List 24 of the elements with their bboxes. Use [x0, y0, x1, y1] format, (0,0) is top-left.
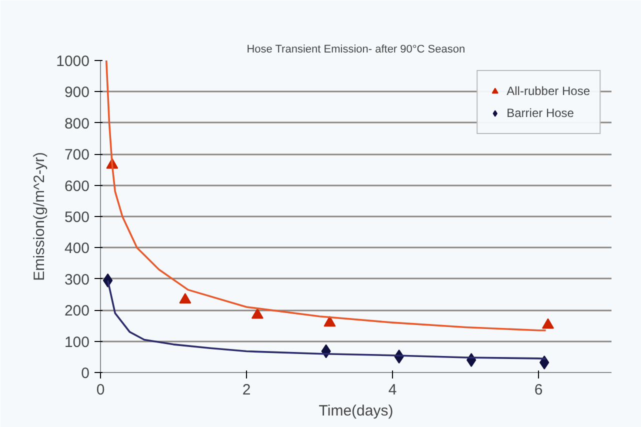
chart-title: Hose Transient Emission- after 90°C Season — [246, 44, 466, 56]
y-tick-label: 200 — [64, 302, 90, 320]
y-tick-label: 1000 — [56, 53, 90, 70]
y-tick-label: 300 — [64, 271, 90, 288]
point — [324, 316, 336, 327]
x-tick-label: 6 — [534, 382, 543, 398]
legend-label: All-rubber Hose — [506, 84, 590, 98]
y-axis-title: Emission(g/m^2-yr) — [31, 152, 48, 281]
y-tick-label: 800 — [64, 115, 90, 132]
y-tick-label: 0 — [81, 365, 90, 382]
y-tick-label: 100 — [64, 334, 90, 351]
point — [179, 292, 192, 304]
legend-label: Barrier Hose — [506, 106, 574, 120]
x-tick-label: 4 — [388, 382, 397, 398]
y-tick-label: 900 — [64, 84, 90, 102]
y-tick-label: 700 — [64, 146, 90, 164]
point — [251, 308, 264, 319]
x-tick-label: 2 — [242, 382, 251, 398]
y-tick-label: 500 — [64, 209, 90, 226]
x-tick-label: 0 — [96, 382, 105, 398]
y-tick-label: 600 — [64, 178, 90, 195]
point — [542, 318, 554, 329]
y-tick-label: 400 — [64, 240, 90, 258]
x-axis-title: Time(days) — [318, 402, 394, 420]
